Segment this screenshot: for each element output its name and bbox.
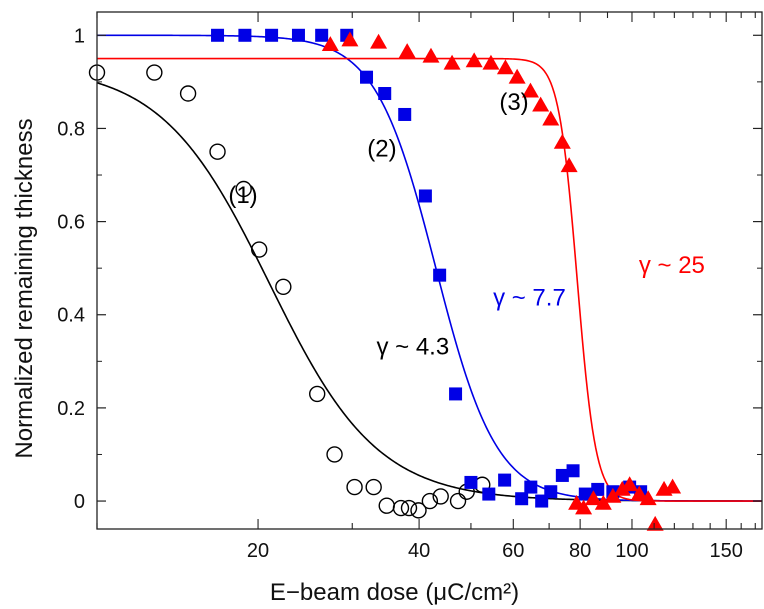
series-3-point <box>542 110 560 126</box>
series-3-point <box>422 47 440 63</box>
series-3-point <box>321 36 339 51</box>
series-3-point <box>398 43 416 58</box>
series-2-point <box>515 492 529 506</box>
series-1-point <box>179 85 197 102</box>
series-2-point <box>315 28 329 42</box>
series-1-point <box>309 385 326 403</box>
series-1-point <box>365 478 382 496</box>
series-3-point <box>621 476 639 492</box>
series-2-point <box>360 70 374 84</box>
series-3-point <box>532 96 550 112</box>
series-1-point <box>378 497 395 514</box>
series-2-point <box>378 87 392 101</box>
y-tick-label: 1 <box>74 25 85 47</box>
series-1-point <box>432 488 449 505</box>
series-3-point <box>639 490 657 506</box>
annotation-4: γ ~ 4.3 <box>376 333 449 360</box>
axes: 0 0.2 0.4 0.6 0.8 1 20 40 60 80 100 150 <box>57 11 763 562</box>
series-3-point <box>630 485 648 501</box>
series-1-point <box>392 499 410 517</box>
fit-curve-1 <box>97 82 762 502</box>
series-3-point <box>443 54 461 70</box>
series-1-point <box>251 241 268 258</box>
annotations: (1) (2) (3) γ ~ 4.3 γ ~ 7.7 γ ~ 25 <box>228 89 705 361</box>
annotation-5: γ ~ 7.7 <box>493 284 566 311</box>
series-1-point <box>346 478 363 496</box>
series-1-point <box>275 278 292 296</box>
series-1-point <box>400 499 418 517</box>
series-2-point <box>211 28 225 42</box>
series-3-point <box>482 54 500 70</box>
series-1-point <box>421 492 439 510</box>
x-tick-label: 100 <box>615 540 648 562</box>
series-3-point <box>553 133 571 149</box>
series-3-point <box>508 68 526 84</box>
x-tick-label: 20 <box>247 540 269 562</box>
series-2-point <box>498 473 512 487</box>
series-3-point <box>521 82 539 98</box>
series-2-point <box>398 107 412 121</box>
y-axis-title: Normalized remaining thickness <box>11 118 38 458</box>
series-1-point <box>235 180 252 198</box>
series-3-point <box>613 480 631 496</box>
series-1-point <box>209 143 226 160</box>
series-2-point <box>418 189 432 203</box>
series-3-point <box>594 494 612 510</box>
series-3-point <box>604 487 622 503</box>
annotation-3: (3) <box>499 89 528 116</box>
series-2-point <box>544 485 558 499</box>
series-2-point <box>291 28 305 42</box>
y-tick-label: 0.2 <box>57 398 85 420</box>
annotation-6: γ ~ 25 <box>639 252 705 279</box>
series-3-point <box>341 31 359 47</box>
series-3-point <box>370 33 388 49</box>
x-tick-label: 80 <box>569 540 591 562</box>
series-3-point <box>465 52 483 68</box>
x-tick-label: 150 <box>709 540 742 562</box>
x-tick-label: 60 <box>502 540 524 562</box>
y-tick-label: 0.6 <box>57 212 85 234</box>
x-axis-title: E−beam dose (μC/cm²) <box>270 579 519 606</box>
y-tick-label: 0 <box>74 491 85 513</box>
series-2-point <box>433 268 447 282</box>
series-3-point <box>496 59 514 75</box>
series-3-point <box>584 490 602 506</box>
series-1-point <box>326 446 343 463</box>
y-tick-label: 0.4 <box>57 305 85 327</box>
fit-curve-3 <box>97 57 762 502</box>
series-2-point <box>555 468 569 482</box>
annotation-2: (2) <box>367 135 396 162</box>
series-1-point <box>449 492 467 510</box>
series-2-point <box>482 487 496 501</box>
annotation-1: (1) <box>228 182 257 209</box>
series-3-point <box>646 515 664 531</box>
series-2-point <box>238 28 252 42</box>
data-points <box>88 28 682 531</box>
series-2-point <box>524 480 538 494</box>
series-2-point <box>578 487 592 501</box>
series-2-point <box>265 28 279 42</box>
series-2-point <box>464 475 478 489</box>
x-tick-label: 40 <box>408 540 430 562</box>
series-1-point <box>146 64 163 81</box>
series-2-point <box>449 387 463 401</box>
series-1-point <box>410 502 427 519</box>
series-3-point <box>560 157 578 173</box>
series-3-point <box>664 478 682 494</box>
series-3-point <box>575 499 593 515</box>
series-2-point <box>566 464 580 478</box>
plot-frame <box>96 11 763 530</box>
y-tick-label: 0.8 <box>57 118 85 140</box>
